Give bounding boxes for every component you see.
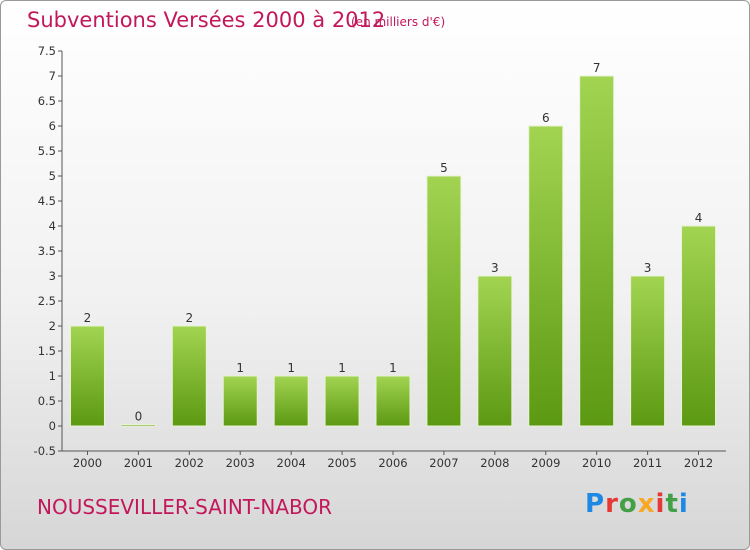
y-tick-label: 0	[49, 419, 56, 433]
x-tick-label: 2000	[73, 456, 102, 470]
value-label: 0	[135, 410, 143, 424]
x-tick-label: 2001	[124, 456, 153, 470]
value-label: 3	[491, 261, 499, 275]
value-label: 1	[389, 361, 397, 375]
logo-letter: i	[678, 489, 689, 519]
chart-title: Subventions Versées 2000 à 2012	[27, 8, 386, 32]
y-tick-label: 2.5	[38, 294, 56, 308]
value-label: 1	[236, 361, 244, 375]
x-tick-label: 2012	[684, 456, 713, 470]
x-tick-label: 2007	[429, 456, 458, 470]
value-label: 2	[84, 311, 92, 325]
y-tick-label: -0.5	[34, 444, 56, 458]
value-label: 5	[440, 161, 448, 175]
bar-2008	[477, 275, 513, 427]
proxiti-logo: Proxiti	[585, 489, 689, 519]
value-label: 7	[593, 61, 601, 75]
logo-letter: o	[618, 489, 638, 519]
logo-letter: x	[637, 489, 656, 519]
y-tick-label: 5	[49, 169, 56, 183]
y-tick-label: 4	[49, 219, 56, 233]
bar-2011	[630, 275, 666, 427]
y-tick-label: 3.5	[38, 244, 56, 258]
bar-2006	[375, 375, 411, 427]
x-tick-label: 2005	[327, 456, 356, 470]
y-tick-label: 6.5	[38, 94, 56, 108]
y-tick-label: 7	[49, 69, 56, 83]
x-tick-label: 2006	[378, 456, 407, 470]
bar-2005	[324, 375, 360, 427]
value-label: 3	[644, 261, 652, 275]
logo-letter: t	[665, 489, 679, 519]
y-tick-label: 4.5	[38, 194, 56, 208]
bar-2010	[579, 75, 615, 427]
commune-name: NOUSSEVILLER-SAINT-NABOR	[37, 495, 333, 519]
value-label: 1	[338, 361, 346, 375]
y-tick-label: 1.5	[38, 344, 56, 358]
y-tick-label: 1	[49, 369, 56, 383]
value-label: 2	[185, 311, 193, 325]
bar-2007	[426, 175, 462, 427]
logo-letter: P	[585, 489, 606, 519]
x-tick-label: 2003	[226, 456, 255, 470]
y-tick-label: 6	[49, 119, 56, 133]
bar-chart: -0.5 0 0.5 1 1.5 2 2.5 3 3.5 4 4.5 5 5.5 6 6.5 7 7.5 2000…	[34, 44, 726, 470]
bar-2012	[681, 225, 717, 427]
y-tick-label: 2	[49, 319, 56, 333]
x-tick-label: 2008	[480, 456, 509, 470]
bar-2001	[120, 424, 156, 427]
logo-letter: r	[605, 489, 619, 519]
x-tick-label: 2002	[175, 456, 204, 470]
x-tick-label: 2009	[531, 456, 560, 470]
value-label: 6	[542, 111, 550, 125]
y-tick-label: 0.5	[38, 394, 56, 408]
bar-2003	[222, 375, 258, 427]
bar-2004	[273, 375, 309, 427]
x-tick-label: 2004	[277, 456, 306, 470]
y-tick-label: 3	[49, 269, 56, 283]
y-tick-label: 7.5	[38, 44, 56, 58]
x-tick-label: 2011	[633, 456, 662, 470]
chart-subtitle: (en milliers d'€)	[351, 15, 446, 29]
value-label: 1	[287, 361, 295, 375]
value-label: 4	[695, 211, 703, 225]
x-tick-label: 2010	[582, 456, 611, 470]
bar-2000	[69, 325, 105, 427]
bar-2002	[171, 325, 207, 427]
bar-2009	[528, 125, 564, 427]
y-tick-label: 5.5	[38, 144, 56, 158]
logo-letter: i	[655, 489, 666, 519]
